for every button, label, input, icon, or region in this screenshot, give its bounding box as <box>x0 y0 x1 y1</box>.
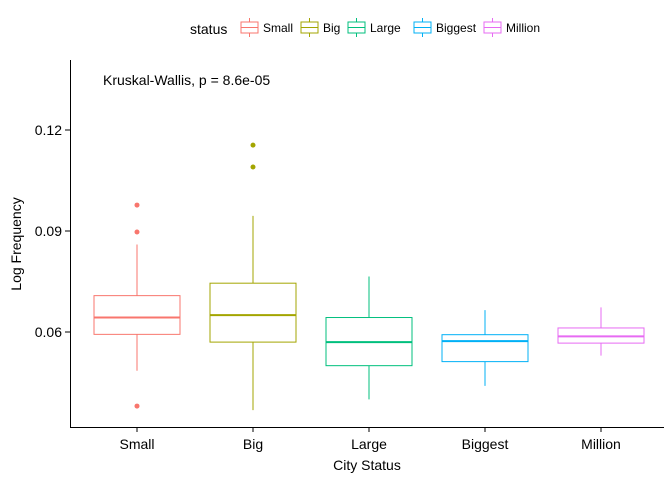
x-tick-label: Large <box>351 436 387 452</box>
outlier-point <box>134 202 140 208</box>
x-tick-label: Million <box>581 436 621 452</box>
box-big <box>209 142 297 411</box>
box-large <box>325 276 413 400</box>
box-biggest <box>441 310 529 386</box>
box-iqr <box>209 282 297 343</box>
y-tick-label: 0.09 <box>35 223 62 239</box>
box-million <box>557 307 645 356</box>
outlier-point <box>134 229 140 235</box>
kruskal-wallis-annotation: Kruskal-Wallis, p = 8.6e-05 <box>103 72 270 88</box>
box-iqr <box>441 334 529 363</box>
x-tick-label: Small <box>119 436 154 452</box>
box-iqr <box>93 295 181 335</box>
x-tick-label: Big <box>243 436 263 452</box>
box-small <box>93 202 181 409</box>
y-tick-label: 0.06 <box>35 324 62 340</box>
legend-item-million: Million <box>483 18 540 37</box>
legend-label: Large <box>370 21 401 35</box>
legend-label: Big <box>323 21 340 35</box>
legend-title: status <box>190 21 227 37</box>
legend-item-big: Big <box>300 18 340 37</box>
x-tick-label: Biggest <box>462 436 509 452</box>
x-axis-title: City Status <box>333 457 401 473</box>
legend: status Small Big Large Biggest Million <box>190 18 540 37</box>
legend-item-large: Large <box>347 18 401 37</box>
legend-label: Biggest <box>436 21 477 35</box>
y-tick-label: 0.12 <box>35 122 62 138</box>
legend-item-biggest: Biggest <box>413 18 477 37</box>
legend-label: Small <box>263 21 293 35</box>
outlier-point <box>250 164 256 170</box>
y-axis-title: Log Frequency <box>8 197 24 290</box>
outlier-point <box>134 403 140 409</box>
outlier-point <box>250 142 256 148</box>
legend-label: Million <box>506 21 540 35</box>
legend-item-small: Small <box>240 18 293 37</box>
